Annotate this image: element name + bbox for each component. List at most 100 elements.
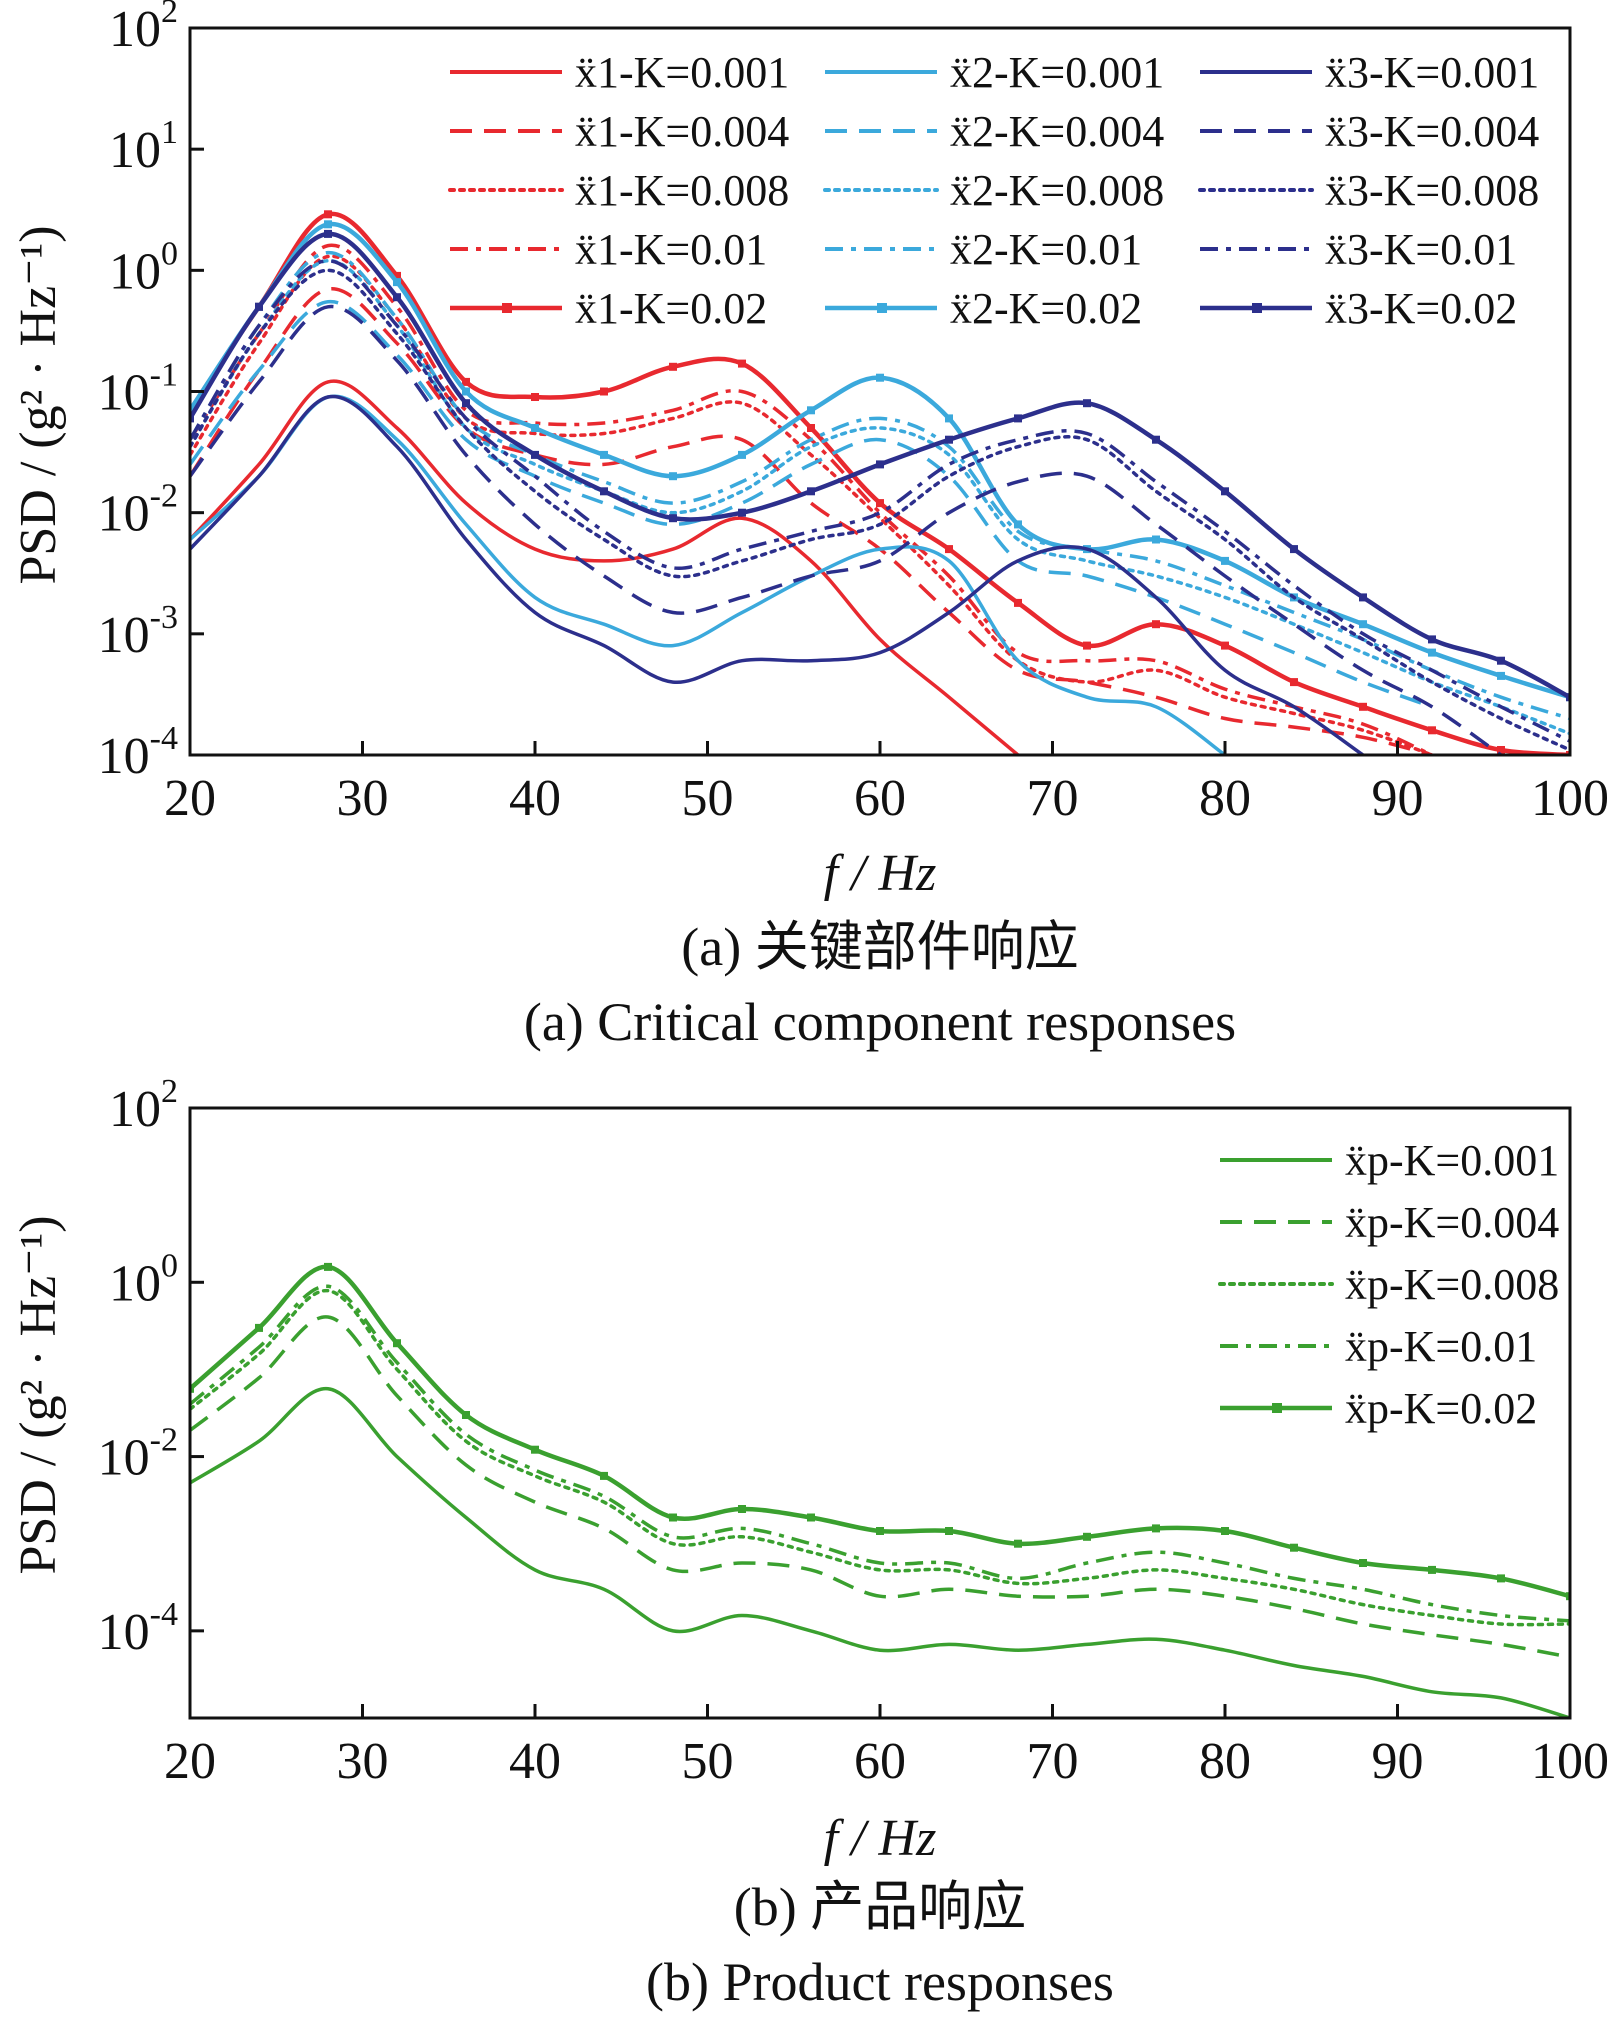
legend-item: ẍ1-K=0.01 [450,225,767,274]
series-marker-b-4-8 [738,1505,746,1513]
legend-label: ẍp-K=0.004 [1345,1198,1559,1247]
x-tick-label: 60 [854,1733,906,1790]
legend-marker [1252,303,1262,313]
series-marker-b-4-17 [1359,1559,1367,1567]
legend-label: ẍ3-K=0.02 [1325,284,1517,333]
legend-label: ẍ1-K=0.01 [575,225,767,274]
series-line-a-11 [190,305,1502,755]
series-marker-a-14-1 [255,302,263,311]
series-marker-a-9-0 [190,406,194,415]
panel-a-xlabel: f / Hz [824,845,937,902]
series-marker-a-14-4 [462,399,470,408]
series-marker-a-14-16 [1290,545,1298,554]
panel-b-plot-area [190,1262,1570,1718]
legend-item: ẍ3-K=0.02 [1200,284,1517,333]
legend-item: ẍ3-K=0.001 [1200,48,1539,97]
series-marker-a-14-13 [1083,399,1091,408]
x-tick-label: 100 [1531,770,1609,827]
series-marker-a-14-20 [1566,693,1570,702]
series-marker-a-9-4 [462,387,470,396]
series-marker-a-14-0 [190,414,194,423]
series-marker-b-4-2 [324,1262,332,1271]
series-marker-b-4-11 [945,1527,953,1535]
legend-item: ẍp-K=0.01 [1220,1322,1537,1371]
x-tick-label: 70 [1027,770,1079,827]
series-marker-a-4-6 [600,387,608,396]
series-marker-a-9-12 [1014,520,1022,529]
legend-item: ẍ3-K=0.008 [1198,166,1539,215]
panel-b-ylabel: PSD / (g² · Hz⁻¹) [10,1215,67,1574]
series-marker-a-4-18 [1428,726,1436,735]
series-marker-a-14-19 [1497,656,1505,665]
series-line-b-0 [190,1387,1570,1718]
series-marker-b-4-6 [600,1471,608,1480]
series-marker-a-9-18 [1428,648,1436,657]
series-marker-a-4-16 [1290,678,1298,687]
legend-label: ẍp-K=0.001 [1345,1136,1559,1185]
x-tick-label: 50 [682,1733,734,1790]
legend-label: ẍp-K=0.008 [1345,1260,1559,1309]
series-marker-b-4-3 [393,1339,401,1348]
legend-label: ẍ2-K=0.004 [950,107,1164,156]
series-line-b-1 [190,1315,1570,1659]
series-line-a-1 [190,287,1433,755]
series-line-a-12 [190,268,1570,752]
panel-a-ylabel: PSD / (g² · Hz⁻¹) [10,225,67,584]
series-marker-a-14-6 [600,487,608,496]
x-tick-label: 60 [854,770,906,827]
series-marker-a-14-15 [1221,487,1229,496]
y-tick-label: 10-1 [98,357,178,422]
panel-a-caption-en: (a) Critical component responses [524,992,1236,1052]
series-marker-a-14-10 [876,460,884,469]
series-marker-b-4-16 [1290,1543,1298,1552]
y-tick-label: 10-4 [98,720,178,785]
legend-item: ẍ2-K=0.001 [825,48,1164,97]
x-tick-label: 80 [1199,1733,1251,1790]
panel-a-caption-zh: (a) 关键部件响应 [681,917,1078,977]
x-tick-label: 80 [1199,770,1251,827]
legend-marker [502,303,512,313]
y-tick-label: 10-4 [98,1596,178,1661]
series-marker-a-9-6 [600,450,608,459]
legend-item: ẍp-K=0.008 [1218,1260,1559,1309]
series-marker-b-4-7 [669,1513,677,1522]
series-line-a-6 [190,300,1433,709]
series-marker-b-4-1 [255,1323,263,1332]
legend-item: ẍ1-K=0.001 [450,48,789,97]
series-marker-a-14-18 [1428,635,1436,644]
series-marker-b-4-10 [876,1527,884,1535]
legend-marker [877,303,887,313]
panel-b-caption-zh: (b) 产品响应 [734,1877,1026,1937]
series-marker-a-14-11 [945,435,953,444]
panel-b-xlabel: f / Hz [824,1810,937,1867]
x-tick-label: 20 [164,1733,216,1790]
legend-label: ẍ2-K=0.001 [950,48,1164,97]
panel-a-legend: ẍ1-K=0.001 ẍ1-K=0.004 ẍ1-K=0.008 ẍ1-K=0.01 ẍ… [448,48,1539,333]
series-marker-b-4-13 [1083,1532,1091,1541]
series-marker-a-4-12 [1014,598,1022,607]
series-marker-a-9-8 [738,450,746,459]
series-marker-a-4-14 [1152,620,1160,629]
series-marker-a-4-15 [1221,641,1229,650]
y-tick-label: 100 [109,235,178,300]
y-tick-label: 10-2 [98,478,178,543]
series-marker-a-4-10 [876,499,884,508]
panel-a-axes: 20 30 40 50 60 70 80 90 100 102 101 100 10-1 10-2 10-3… [98,0,1609,827]
series-marker-a-9-10 [876,373,884,382]
series-marker-a-14-17 [1359,593,1367,602]
legend-item: ẍ3-K=0.01 [1200,225,1517,274]
legend-item: ẍ3-K=0.004 [1200,107,1539,156]
x-tick-label: 40 [509,1733,561,1790]
series-marker-a-4-17 [1359,702,1367,711]
series-line-a-10 [190,394,1364,755]
x-tick-label: 30 [337,1733,389,1790]
legend-item: ẍ2-K=0.008 [823,166,1164,215]
series-marker-a-9-19 [1497,671,1505,680]
series-marker-a-4-8 [738,359,746,368]
series-marker-b-4-19 [1497,1574,1505,1583]
series-line-b-2 [190,1288,1570,1627]
legend-label: ẍ3-K=0.01 [1325,225,1517,274]
y-tick-label: 10-3 [98,599,178,664]
y-tick-label: 100 [109,1247,178,1312]
